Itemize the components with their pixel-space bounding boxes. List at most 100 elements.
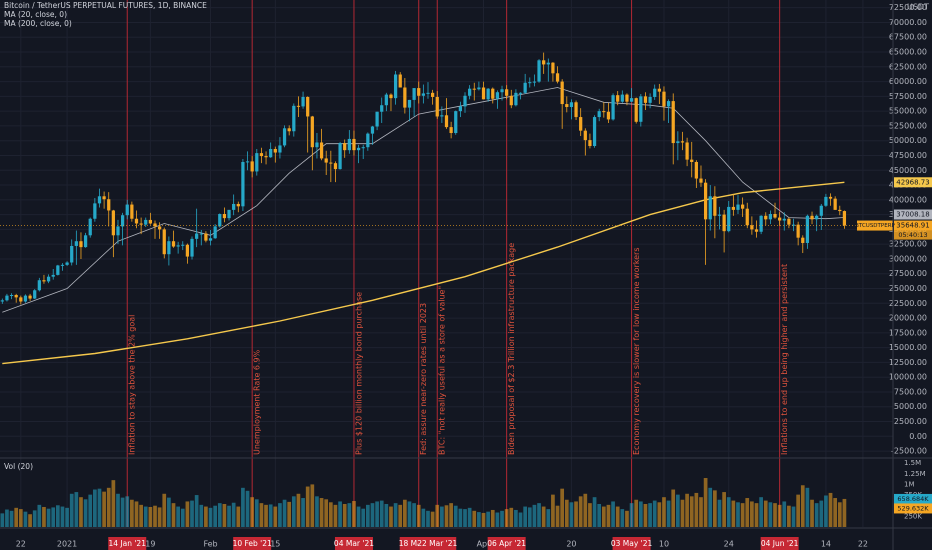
volume-legend: Vol (20) [4, 462, 33, 471]
candle-body [454, 111, 458, 134]
event-annotation: Economy recovery is slower for low incom… [632, 248, 641, 456]
volume-bar [745, 498, 750, 527]
x-tick-label: 10 [659, 540, 669, 549]
candle-body [97, 196, 102, 204]
candle-body [653, 88, 657, 97]
candle-body [509, 95, 513, 106]
candle-body [528, 82, 532, 84]
volume-bar [463, 509, 467, 527]
candle-body [264, 156, 268, 158]
volume-bar [111, 480, 116, 527]
volume-bar [328, 502, 333, 527]
y-tick-label: 65000.00 [889, 48, 927, 57]
volume-bar [713, 490, 717, 527]
volume-bar [384, 504, 389, 527]
candle-body [759, 215, 763, 232]
volume-bar [837, 502, 842, 527]
volume-bar [814, 503, 819, 527]
ma-last-label: 42968.73 [896, 178, 929, 186]
candle-body [486, 88, 490, 100]
candle-body [93, 203, 97, 219]
volume-bar [227, 505, 231, 527]
candle-body [555, 73, 560, 82]
volume-bar [666, 500, 671, 527]
volume-bar [51, 507, 56, 527]
y-tick-label: 22500.00 [889, 299, 927, 308]
candle-body [514, 92, 518, 106]
candle-body [449, 127, 453, 134]
volume-bar [824, 495, 828, 527]
event-date-box [108, 537, 147, 550]
candle-body [616, 95, 620, 102]
x-tick-label: 19 [145, 540, 155, 549]
volume-bar [245, 490, 250, 527]
y-tick-label: 57500.00 [889, 92, 927, 101]
volume-bar [699, 497, 703, 527]
volume-bar [759, 497, 763, 527]
candle-body [828, 196, 833, 199]
volume-bar [139, 504, 143, 527]
y-tick-label: 32500.00 [889, 240, 927, 249]
candle-body [343, 143, 347, 151]
candle-body [703, 182, 708, 220]
candle-body [366, 133, 370, 148]
volume-bar [819, 500, 824, 527]
candle-body [694, 161, 698, 179]
candle-body [176, 245, 180, 247]
candle-body [296, 105, 301, 107]
candle-body [741, 204, 745, 209]
candle-body [241, 161, 245, 207]
candle-body [778, 217, 782, 221]
volume-bar [750, 501, 754, 527]
volume-bar [453, 505, 458, 527]
candle-body [370, 126, 375, 134]
event-date-box [334, 537, 373, 550]
ma-last-label-box [894, 177, 932, 188]
candle-body [167, 241, 171, 255]
volume-bar [365, 504, 370, 527]
candle-body [315, 142, 319, 148]
volume-bar [689, 496, 694, 527]
volume-bar [157, 507, 162, 527]
event-date: 04 Mar '21 [334, 539, 374, 548]
candle-body [676, 141, 680, 144]
candle-body [523, 82, 527, 93]
y-tick-label: 47500.00 [889, 151, 927, 160]
volume-bar [153, 505, 157, 527]
volume-bar [777, 504, 782, 527]
candle-body [190, 238, 194, 257]
candle-body [532, 81, 537, 83]
candle-body [79, 241, 83, 248]
y-tick-label: 12500.00 [889, 358, 927, 367]
volume-bar [241, 487, 245, 527]
volume-bar [638, 501, 643, 527]
candle-body [148, 219, 152, 224]
volume-bar [685, 493, 689, 527]
volume-bar [375, 501, 379, 527]
candle-body [83, 235, 88, 248]
y-tick-label: 7500.00 [894, 387, 927, 396]
candle-body [88, 218, 92, 236]
candle-body [384, 94, 388, 106]
candle-body [643, 96, 648, 103]
volume-bar [185, 501, 190, 527]
volume-bar [14, 507, 19, 527]
volume-bar [833, 498, 838, 527]
volume-bar [379, 500, 384, 527]
candle-body [833, 198, 837, 210]
event-date-box [418, 537, 457, 550]
volume-bar [768, 502, 773, 527]
x-tick-label: Feb [203, 540, 217, 549]
candle-body [232, 203, 236, 210]
volume-bar [102, 491, 106, 527]
volume-bar [97, 488, 102, 527]
ma-last-label-box [894, 209, 932, 220]
volume-bar [412, 503, 416, 527]
volume-bar [93, 489, 97, 527]
ma-last-label: 37008.18 [896, 211, 929, 219]
volume-bar [106, 487, 111, 527]
countdown: 05:40:13 [898, 231, 927, 239]
volume-bar [620, 509, 625, 527]
candle-body [213, 226, 217, 239]
